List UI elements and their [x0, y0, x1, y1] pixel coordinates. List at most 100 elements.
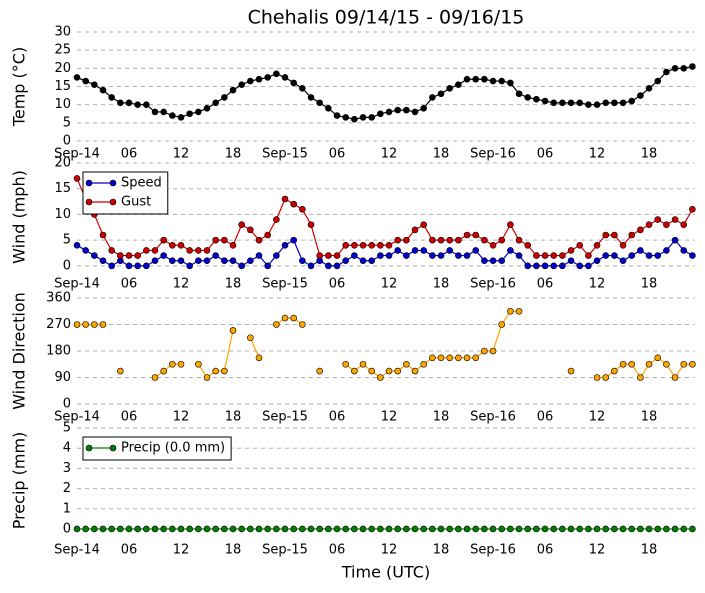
x-tick-label: 12	[381, 543, 398, 558]
data-point	[385, 108, 393, 116]
x-tick-label: 18	[225, 543, 242, 558]
data-point	[229, 257, 237, 265]
y-tick-label: 180	[46, 344, 71, 359]
data-point	[385, 241, 393, 249]
data-point	[671, 236, 679, 244]
x-tick-label: 06	[121, 543, 138, 558]
data-point	[108, 262, 115, 270]
data-point	[160, 367, 167, 375]
data-point	[394, 525, 402, 533]
data-point	[108, 94, 115, 101]
data-point	[420, 525, 428, 533]
data-point	[108, 247, 115, 254]
data-point	[316, 99, 323, 107]
data-point	[177, 525, 185, 533]
data-point	[498, 525, 506, 533]
data-point	[446, 236, 454, 244]
data-point	[151, 525, 159, 533]
data-point	[307, 221, 315, 229]
data-point	[628, 525, 636, 533]
data-point	[299, 321, 306, 328]
data-point	[195, 525, 202, 533]
data-point	[533, 262, 540, 270]
x-tick-label: 18	[641, 543, 658, 558]
data-point	[177, 360, 185, 368]
data-point	[498, 257, 506, 265]
data-point	[602, 231, 610, 239]
x-tick-label: 18	[641, 277, 658, 292]
data-point	[186, 110, 193, 118]
data-point	[151, 247, 159, 254]
data-point	[628, 97, 636, 105]
data-point	[299, 525, 306, 533]
x-tick-label: 06	[537, 543, 554, 558]
x-tick-label: 12	[173, 410, 190, 425]
data-point	[420, 247, 428, 254]
data-point	[567, 367, 575, 375]
data-point	[689, 360, 696, 368]
chart-title: Chehalis 09/14/15 - 09/16/15	[248, 7, 525, 29]
x-tick-label: 06	[329, 277, 346, 292]
data-point	[550, 252, 558, 259]
data-point	[117, 252, 124, 259]
data-point	[186, 247, 193, 254]
data-point	[619, 360, 627, 368]
y-tick-label: 10	[54, 97, 71, 112]
data-point	[125, 262, 133, 270]
data-point	[411, 108, 419, 116]
data-point	[359, 525, 367, 533]
x-tick-label: 18	[433, 147, 450, 162]
data-point	[359, 114, 367, 121]
data-point	[585, 101, 592, 108]
y-tick-label: 270	[46, 317, 71, 332]
legend-marker	[109, 444, 117, 452]
data-point	[273, 525, 280, 533]
data-point	[437, 252, 445, 259]
data-point	[463, 354, 471, 362]
data-point	[403, 360, 410, 368]
data-point	[541, 525, 549, 533]
data-point	[169, 525, 176, 533]
data-point	[411, 367, 419, 375]
data-point	[73, 175, 81, 182]
data-point	[593, 257, 601, 265]
data-point	[637, 247, 644, 254]
x-tick-label: 18	[641, 147, 658, 162]
data-point	[541, 97, 549, 105]
data-point	[177, 241, 185, 249]
data-point	[73, 241, 81, 249]
data-point	[455, 252, 462, 259]
data-point	[212, 252, 219, 259]
data-point	[203, 525, 211, 533]
data-point	[576, 525, 584, 533]
y-axis-label: Wind (mph)	[10, 170, 29, 264]
data-point	[247, 257, 254, 265]
data-point	[229, 327, 237, 334]
x-tick-label: Sep-15	[262, 410, 308, 425]
data-point	[403, 252, 410, 259]
data-point	[680, 525, 688, 533]
data-point	[576, 241, 584, 249]
data-point	[472, 525, 480, 533]
y-tick-label: 30	[54, 25, 71, 40]
y-tick-label: 5	[63, 421, 71, 436]
data-point	[333, 262, 341, 270]
data-point	[663, 221, 670, 229]
x-tick-label: 06	[537, 410, 554, 425]
data-point	[273, 216, 280, 223]
x-tick-label: Sep-14	[54, 147, 100, 162]
data-point	[671, 216, 679, 223]
data-point	[99, 321, 107, 328]
data-point	[238, 81, 245, 88]
data-point	[325, 105, 332, 112]
x-tick-label: 18	[433, 543, 450, 558]
y-tick-label: 25	[54, 43, 71, 58]
x-tick-label: 12	[381, 147, 398, 162]
data-point	[264, 262, 271, 270]
data-point	[489, 241, 497, 249]
data-point	[299, 205, 306, 213]
data-point	[377, 110, 384, 118]
data-point	[290, 314, 297, 322]
data-point	[117, 525, 124, 533]
